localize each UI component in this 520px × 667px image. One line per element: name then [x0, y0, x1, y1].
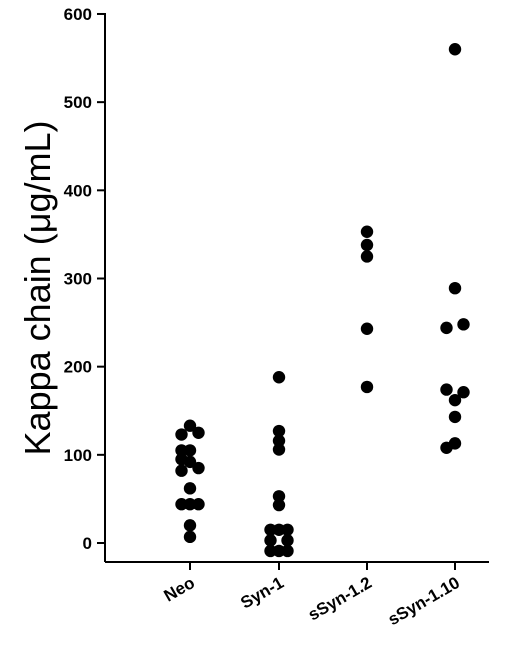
data-point: [360, 238, 374, 252]
data-point: [175, 444, 188, 457]
data-point: [448, 437, 462, 450]
x-category-label: Neo: [161, 573, 198, 606]
data-point: [360, 380, 374, 394]
y-tick-label: 500: [64, 93, 92, 112]
y-axis-title: Kappa chain (μg/mL): [17, 121, 58, 456]
data-point: [360, 322, 374, 335]
data-point: [183, 455, 197, 469]
data-point: [192, 426, 205, 439]
data-point: [175, 498, 188, 511]
data-point: [272, 434, 286, 447]
data-point: [192, 498, 205, 511]
data-point: [183, 444, 197, 457]
x-ticks: Neo Syn-1 sSyn-1.2 sSyn-1.10: [161, 562, 463, 629]
y-tick-label: 0: [83, 534, 92, 553]
y-tick-label: 300: [64, 269, 92, 288]
data-point: [281, 523, 294, 536]
data-point: [440, 383, 453, 396]
data-point: [281, 534, 294, 547]
data-point: [175, 464, 188, 477]
data-point: [457, 318, 470, 331]
data-point: [448, 393, 462, 407]
data-point: [457, 386, 470, 399]
data-point: [448, 281, 462, 295]
data-point: [360, 250, 374, 263]
data-point: [272, 544, 286, 558]
data-point: [360, 225, 374, 238]
data-point: [272, 443, 286, 456]
data-point: [264, 523, 277, 536]
y-tick-label: 400: [64, 181, 92, 200]
y-tick-label: 200: [64, 358, 92, 377]
data-point: [448, 43, 462, 56]
x-category-label: Syn-1: [237, 573, 287, 613]
data-point: [183, 530, 197, 544]
data-points: [175, 43, 470, 558]
data-point: [183, 419, 197, 432]
data-point: [272, 490, 286, 503]
data-point: [272, 424, 286, 438]
data-point: [175, 428, 188, 441]
y-ticks: 0 100 200 300 400 500 600: [64, 5, 105, 553]
data-point: [183, 498, 197, 511]
data-point: [281, 544, 294, 558]
data-point: [272, 523, 286, 536]
data-point: [183, 482, 197, 495]
data-point: [192, 461, 205, 475]
data-point: [264, 534, 277, 547]
x-category-label: sSyn-1.10: [385, 573, 463, 629]
y-tick-label: 600: [64, 5, 92, 24]
data-point: [272, 498, 286, 512]
data-point: [264, 544, 277, 558]
data-point: [272, 371, 286, 384]
y-tick-label: 100: [64, 446, 92, 465]
data-point: [440, 321, 453, 335]
data-point: [183, 519, 197, 532]
x-category-label: sSyn-1.2: [305, 573, 375, 624]
data-point: [448, 410, 462, 424]
axes: [104, 13, 489, 563]
